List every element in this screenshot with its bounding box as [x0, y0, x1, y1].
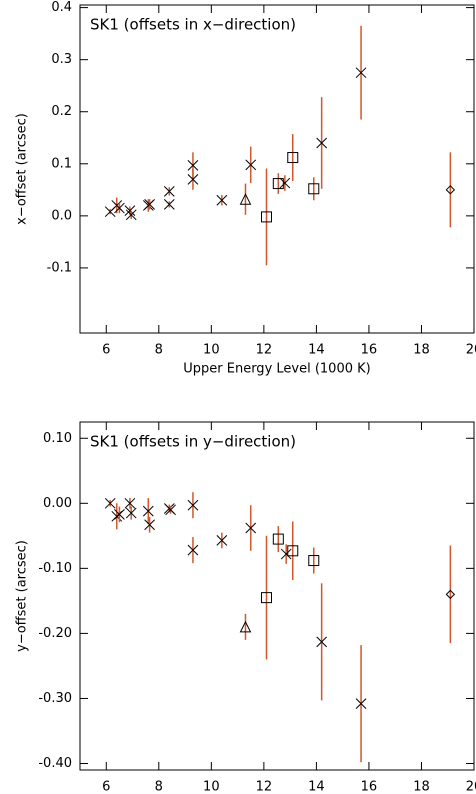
cross-marker	[124, 497, 136, 509]
chart-title: SK1 (offsets in y−direction)	[90, 433, 296, 451]
x-tick-label: 12	[256, 780, 273, 794]
y-tick-label: -0.10	[38, 561, 72, 576]
cross-marker	[216, 535, 228, 546]
square-marker	[272, 533, 284, 545]
x-axis-label: Upper Energy Level (1000 K)	[183, 362, 370, 377]
cross-marker	[163, 186, 175, 197]
y-tick-label: -0.20	[38, 626, 72, 641]
cross-marker	[144, 199, 155, 210]
plot-frame	[79, 421, 475, 771]
y-tick-label: -0.1	[47, 260, 72, 275]
cross-marker	[125, 209, 137, 221]
square-marker	[287, 152, 299, 164]
square-marker	[308, 555, 320, 567]
cross-marker	[280, 548, 292, 560]
x-tick-label: 10	[203, 780, 220, 794]
y-tick-label: 0.0	[51, 208, 72, 223]
y-tick-label: 0.3	[51, 52, 72, 67]
cross-marker	[104, 497, 116, 509]
y-tick-label: 0.00	[43, 496, 72, 511]
cross-marker	[216, 194, 228, 206]
x-tick-label: 6	[102, 343, 110, 358]
cross-marker	[125, 507, 137, 519]
cross-marker	[245, 159, 257, 171]
cross-marker	[279, 177, 291, 189]
y-tick-label: 0.1	[51, 156, 72, 171]
diamond-marker	[445, 185, 456, 195]
cross-marker	[187, 499, 199, 511]
x-tick-label: 16	[361, 780, 378, 794]
x-tick-label: 20	[466, 780, 476, 794]
x-tick-label: 18	[413, 343, 430, 358]
y-tick-label: -0.40	[38, 756, 72, 771]
x-tick-label: 10	[203, 343, 220, 358]
x-tick-label: 14	[308, 343, 325, 358]
diamond-marker	[445, 589, 456, 600]
x-tick-label: 16	[361, 343, 378, 358]
cross-marker	[316, 137, 328, 149]
square-marker	[272, 178, 284, 190]
x-tick-label: 8	[155, 780, 163, 794]
cross-marker	[245, 522, 257, 534]
y-tick-label: -0.30	[38, 691, 72, 706]
cross-marker	[355, 698, 367, 710]
cross-marker	[144, 519, 155, 531]
y-tick-label: 0.10	[43, 431, 72, 446]
square-marker	[260, 211, 272, 223]
y-axis-label: y−offset (arcsec)	[15, 540, 30, 652]
square-marker	[308, 183, 320, 195]
triangle-marker	[239, 193, 252, 205]
x-tick-label: 12	[256, 343, 273, 358]
square-marker	[260, 592, 272, 604]
cross-marker	[316, 636, 328, 648]
y-axis-label: x−offset (arcsec)	[15, 113, 30, 225]
cross-marker	[187, 160, 199, 171]
x-tick-label: 6	[102, 780, 110, 794]
cross-marker	[187, 174, 199, 185]
chart-title: SK1 (offsets in x−direction)	[90, 16, 296, 34]
x-tick-label: 18	[413, 780, 430, 794]
square-marker	[287, 545, 299, 557]
triangle-marker	[239, 620, 252, 633]
cross-marker	[355, 67, 367, 79]
x-tick-label: 20	[466, 343, 476, 358]
cross-marker	[187, 544, 199, 556]
x-tick-label: 8	[155, 343, 163, 358]
y-tick-label: 0.2	[51, 104, 72, 119]
cross-marker	[114, 202, 125, 214]
x-tick-label: 14	[308, 780, 325, 794]
cross-marker	[114, 509, 125, 520]
cross-marker	[142, 505, 154, 517]
y-tick-label: 0.4	[51, 0, 72, 15]
cross-marker	[124, 205, 136, 217]
cross-marker	[163, 199, 175, 210]
plot-frame	[79, 4, 475, 334]
cross-marker	[165, 504, 176, 516]
